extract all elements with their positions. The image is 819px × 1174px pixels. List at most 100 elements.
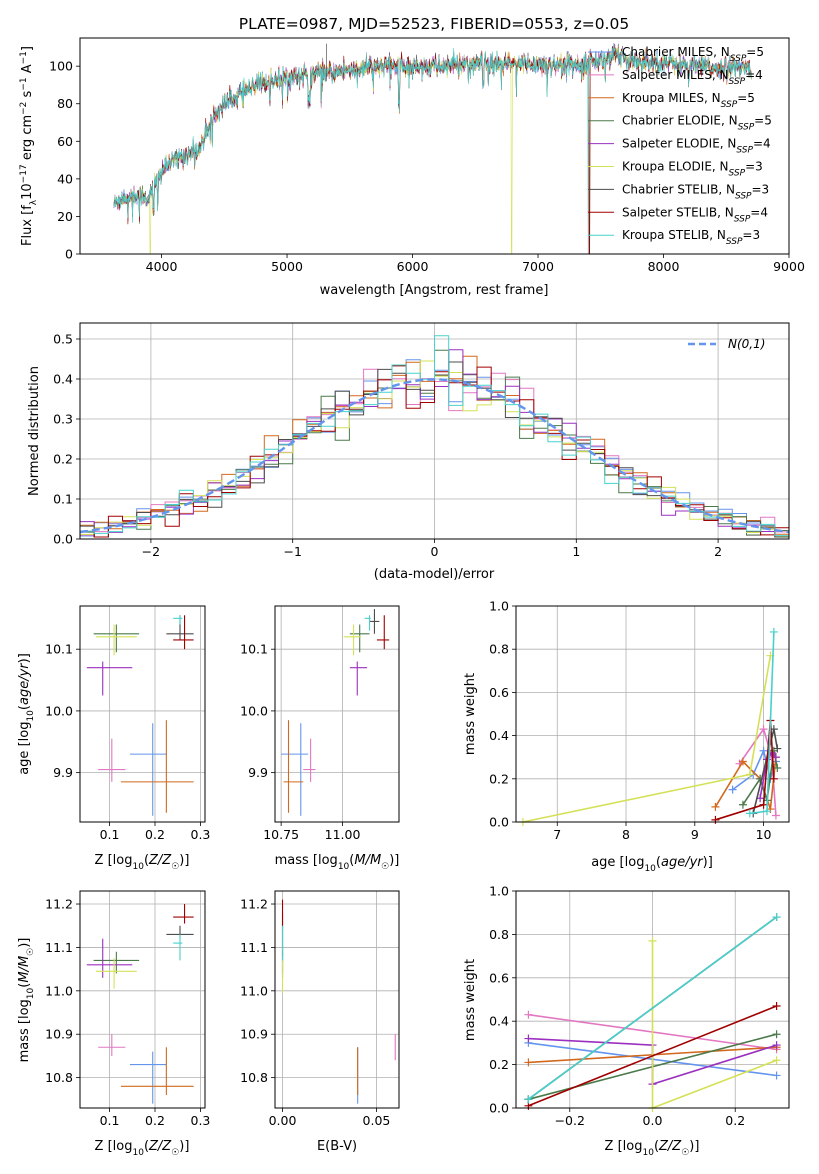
mass_vs_ebv-ytick-label: 11.1 [240,940,268,955]
weight_vs_Z-series-marker [772,1030,781,1039]
weight_vs_age-series-line [715,720,775,821]
weight_vs_age-xtick-label: 7 [553,827,561,842]
weight_vs_Z-series-marker [524,1095,533,1104]
residuals-xtick-label: −2 [142,544,160,559]
residuals-ytick-label: 0.1 [53,492,73,507]
weight-vs-Z-xlabel: Z [log10(Z/Z☉)] [605,1139,700,1158]
age-vs-Z-xlabel: Z [log10(Z/Z☉)] [95,853,190,872]
spectrum-legend-label: Chabrier MILES, NSSP=5 [622,45,764,64]
spectrum-xtick-label: 8000 [648,259,680,274]
weight_vs_age-ytick-label: 0.2 [489,771,509,786]
weight_vs_Z-series-line [527,916,778,1100]
weight_vs_age-xtick-label: 10 [756,827,772,842]
mass_vs_Z-ytick-label: 10.8 [45,1070,73,1085]
spectrum-legend-label: Salpeter STELIB, NSSP=4 [622,205,768,224]
mass_vs_ebv-frame [274,890,400,1109]
spectrum-xtick-label: 4000 [146,259,178,274]
weight_vs_Z-xtick-label: −0.2 [555,1113,585,1128]
residuals-ytick-label: 0.5 [53,332,73,347]
weight_vs_Z-series-marker [772,1002,781,1011]
weight_vs_Z-series-line [651,940,777,1108]
weight_vs_age-series-marker [745,809,754,818]
weight_vs_age-series-marker [711,815,720,824]
spectrum-ytick-label: 100 [49,59,73,74]
weight_vs_age-ytick-label: 0.0 [489,815,509,830]
weight_vs_Z-xtick-label: 0.2 [725,1113,745,1128]
mass_vs_ebv-xtick-label: 0.05 [363,1113,391,1128]
mass_vs_Z-ytick-label: 11.0 [45,983,73,998]
weight_vs_Z-series-marker [772,1071,781,1080]
weight_vs_age-series-marker [711,802,720,811]
weight_vs_age-series-marker [762,807,771,816]
spectrum-xtick-label: 5000 [271,259,303,274]
spectrum-legend-label: Salpeter ELODIE, NSSP=4 [622,137,771,156]
weight_vs_age-series-marker [759,746,768,755]
weight_vs_age-series-marker [728,785,737,794]
weight_vs_age-frame [515,605,790,823]
spectrum-legend-label: Chabrier ELODIE, NSSP=5 [622,114,772,133]
weight_vs_age-ytick-label: 0.6 [489,685,509,700]
weight-vs-age-ylabel: mass weight [463,673,478,755]
mass_vs_Z-xtick-label: 0.3 [191,1113,211,1128]
weight_vs_age-series-line [522,655,772,822]
weight_vs_Z-ytick-label: 0.4 [489,1014,509,1029]
spectrum-legend-label: Kroupa STELIB, NSSP=3 [622,228,760,247]
residuals-xtick-label: −1 [283,544,301,559]
weight_vs_Z-series-marker [524,1034,533,1043]
weight_vs_age-series-marker [759,800,768,809]
weight_vs_Z-series-marker [524,1010,533,1019]
weight_vs_age-xtick-label: 8 [622,827,630,842]
residual-legend-label: N(0,1) [728,337,765,351]
spectrum-xlabel: wavelength [Angstrom, rest frame] [320,283,549,298]
age_vs_mass-ytick-label: 10.1 [240,642,268,657]
mass_vs_Z-ytick-label: 11.2 [45,897,73,912]
spectrum-ytick-label: 60 [57,134,73,149]
weight_vs_age-series-line [738,727,777,816]
age_vs_Z-xtick-label: 0.3 [191,827,211,842]
mass_vs_ebv-gridlines [275,891,399,1108]
weight_vs_Z-series-line [528,1005,777,1107]
mass_vs_ebv-ytick-label: 10.9 [240,1027,268,1042]
weight_vs_Z-series-marker [524,1058,533,1067]
residuals-xtick-label: 0 [431,544,439,559]
residual-xlabel: (data-model)/error [374,567,495,582]
spectrum-legend-label: Chabrier STELIB, NSSP=3 [622,182,769,201]
weight_vs_Z-frame [515,890,790,1109]
age_vs_mass-frame [274,605,400,823]
spectrum-series-8 [113,43,752,254]
chart-title: PLATE=0987, MJD=52523, FIBERID=0553, z=0… [239,15,629,33]
age_vs_mass-gridlines [275,606,399,822]
weight_vs_Z-ytick-label: 0.6 [489,970,509,985]
age-vs-mass-xlabel: mass [log10(M/M☉)] [275,853,400,872]
weight_vs_age-series-marker [759,725,768,734]
spectrum-legend-label: Salpeter MILES, NSSP=4 [622,68,763,87]
weight_vs_Z-series-marker [772,913,781,922]
age_vs_mass-xtick-label: 10.75 [263,827,299,842]
mass_vs_ebv-ytick-label: 10.8 [240,1070,268,1085]
residuals-frame [79,322,790,540]
age_vs_Z-ytick-label: 10.0 [45,703,73,718]
age-vs-Z-ylabel: age [log10(age/yr)] [17,653,36,775]
spectrum-legend-label: Kroupa ELODIE, NSSP=3 [622,160,763,179]
mass-vs-Z-xlabel: Z [log10(Z/Z☉)] [95,1139,190,1158]
residuals-xtick-label: 1 [572,544,580,559]
weight-vs-age-xlabel: age [log10(age/yr)] [591,855,713,874]
spectrum-ytick-label: 40 [57,171,73,186]
weight_vs_age-xtick-label: 9 [691,827,699,842]
weight_vs_Z-series-marker [648,936,657,945]
mass_vs_Z-ytick-label: 11.1 [45,940,73,955]
weight_vs_age-series-marker [769,627,778,636]
residuals-ytick-label: 0.2 [53,452,73,467]
spectrum-xtick-label: 7000 [522,259,554,274]
weight_vs_age-series-marker [769,774,778,783]
age_vs_Z-xtick-label: 0.1 [100,827,120,842]
weight-vs-Z-ylabel: mass weight [463,959,478,1041]
residuals-xtick-label: 2 [714,544,722,559]
weight_vs_age-series-marker [738,800,747,809]
weight_vs_age-series-marker [745,770,754,779]
weight_vs_age-ytick-label: 1.0 [489,599,509,614]
weight_vs_age-ytick-label: 0.8 [489,642,509,657]
spectrum-ytick-label: 20 [57,209,73,224]
residuals-ytick-label: 0.3 [53,412,73,427]
